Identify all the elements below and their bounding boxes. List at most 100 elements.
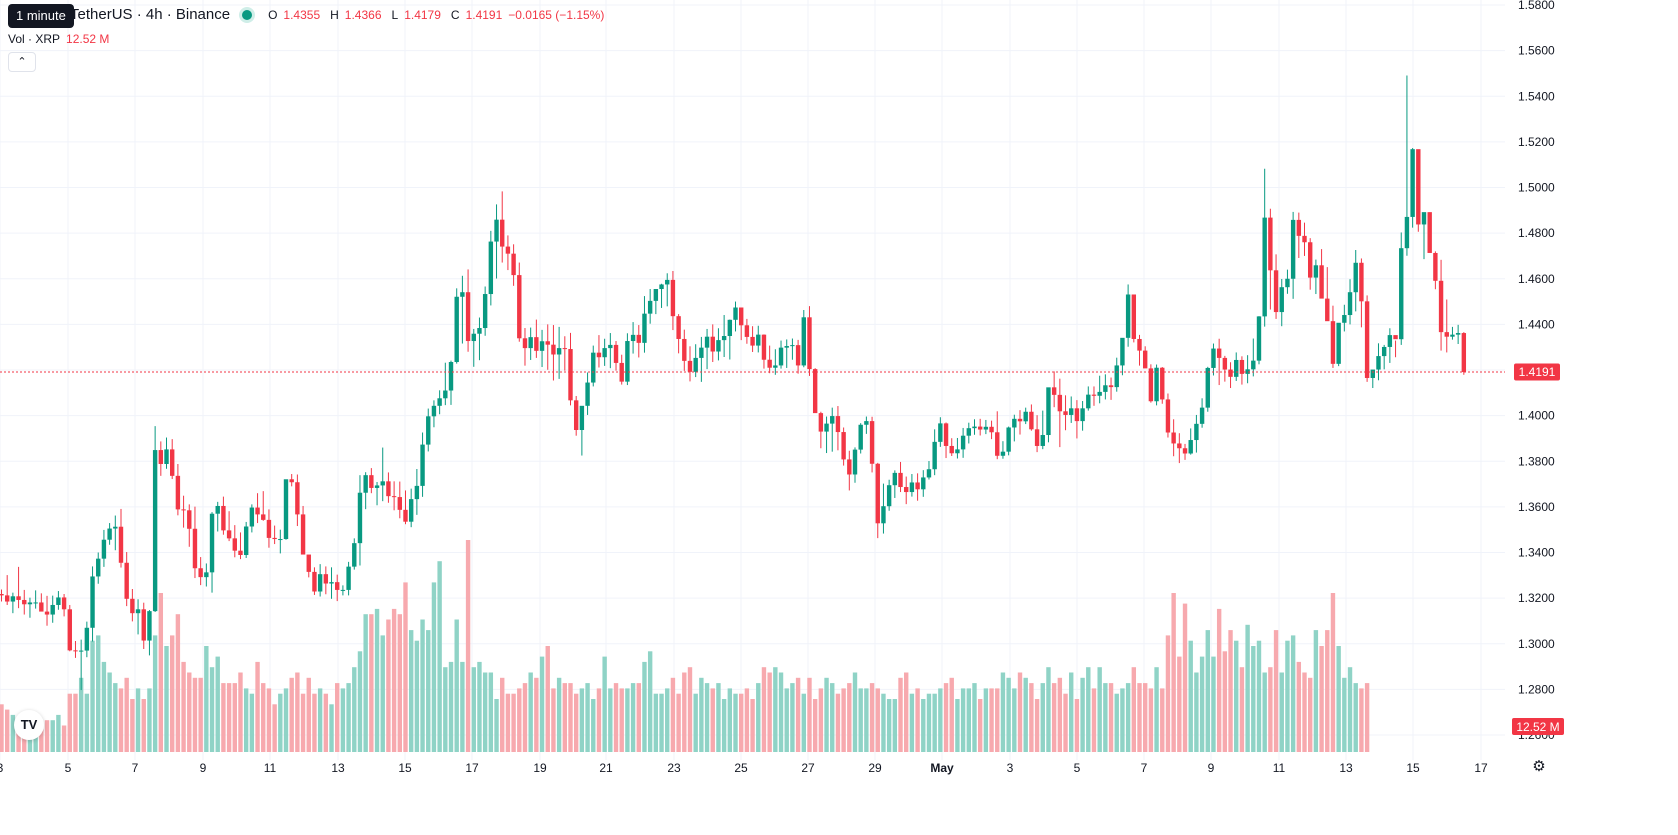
- volume-bar: [921, 699, 926, 752]
- candle-body: [0, 594, 4, 596]
- candle-body: [1438, 280, 1444, 333]
- candle-body: [1080, 408, 1085, 422]
- candle-body: [511, 253, 516, 276]
- time-tick: 11: [264, 761, 277, 775]
- volume-bar: [226, 683, 232, 752]
- candle-body: [1330, 321, 1336, 364]
- candle-body: [306, 554, 311, 572]
- candle-body: [215, 505, 220, 514]
- candle-body: [1103, 385, 1108, 392]
- volume-bar: [807, 677, 812, 752]
- volume-bar: [756, 683, 761, 752]
- candle-body: [1120, 337, 1125, 366]
- volume-bar: [346, 683, 351, 752]
- candle-body: [317, 574, 323, 592]
- volume-bar: [1199, 656, 1205, 752]
- volume-bar: [767, 672, 772, 752]
- candle-body: [875, 463, 880, 524]
- time-tick: 29: [868, 761, 882, 775]
- candle-body: [465, 292, 471, 342]
- symbol-title[interactable]: TetherUS · 4h · Binance: [70, 6, 231, 23]
- volume-bar: [170, 635, 175, 752]
- volume-bar: [1017, 672, 1023, 752]
- candle-body: [739, 307, 744, 326]
- candle-body: [1046, 387, 1051, 436]
- volume-bar: [551, 688, 556, 752]
- candle-body: [232, 538, 237, 551]
- volume-bar: [1160, 688, 1165, 752]
- volume-bar: [96, 635, 101, 752]
- volume-bar: [1353, 683, 1358, 752]
- tradingview-logo[interactable]: TV: [14, 710, 44, 740]
- volume-bar: [164, 646, 169, 752]
- candle-body: [1336, 322, 1341, 364]
- volume-bar: [1182, 603, 1188, 752]
- volume-bar: [329, 704, 334, 752]
- candle-body: [659, 284, 664, 290]
- volume-bar: [1120, 688, 1125, 752]
- volume-bar: [67, 693, 72, 752]
- volume-bar: [1245, 624, 1250, 752]
- candle-body: [1108, 385, 1114, 388]
- volume-bar: [938, 688, 943, 752]
- volume-bar: [1279, 672, 1284, 752]
- volume-bar: [693, 693, 698, 752]
- time-tick: 11: [1273, 761, 1286, 775]
- candle-body: [761, 334, 767, 360]
- volume-bar: [670, 677, 676, 752]
- volume-bar: [602, 656, 607, 752]
- volume-bar: [522, 683, 528, 752]
- volume-bar: [1040, 683, 1045, 752]
- candle-body: [1160, 367, 1165, 400]
- volume-bar: [511, 693, 516, 752]
- volume-bar: [1347, 667, 1353, 752]
- candle-body: [329, 582, 334, 584]
- volume-bar: [477, 661, 482, 752]
- candle-body: [33, 602, 38, 604]
- candle-body: [243, 526, 249, 556]
- volume-bar: [539, 656, 545, 752]
- time-tick: 23: [667, 761, 681, 775]
- price-axis[interactable]: 1.5800 1.5600 1.5400 1.5200 1.5000 1.4800 1.46…: [1518, 0, 1555, 742]
- volume-bar: [272, 704, 277, 752]
- volume-bar: [181, 661, 186, 752]
- time-tick: 19: [533, 761, 547, 775]
- candle-body: [1000, 451, 1006, 456]
- volume-legend[interactable]: Vol · XRP 12.52 M: [8, 31, 109, 47]
- volume-bar: [517, 688, 522, 752]
- candle-body: [1433, 252, 1438, 281]
- candle-body: [938, 423, 943, 442]
- volume-bar: [221, 683, 226, 752]
- volume-bar: [204, 646, 209, 752]
- time-axis[interactable]: 3 5 7 9 11 13 15 17 19 21 23 25 27 29 May 3 5 7 9 11 13 15 17: [0, 761, 1488, 775]
- volume-bar: [995, 688, 1000, 752]
- collapse-legend-button[interactable]: ⌃: [8, 52, 36, 72]
- price-tick: 1.5200: [1518, 135, 1555, 149]
- candle-body: [1268, 217, 1273, 271]
- candle-body: [904, 487, 909, 493]
- volume-bar: [135, 688, 141, 752]
- settings-gear-icon[interactable]: ⚙: [1532, 758, 1546, 775]
- candle-body: [1302, 235, 1307, 243]
- volume-bar: [124, 677, 129, 752]
- price-tick: 1.3200: [1518, 591, 1555, 605]
- market-status-icon[interactable]: [242, 10, 253, 20]
- volume-bar: [1057, 677, 1063, 752]
- candle-body: [835, 416, 841, 433]
- candle-body: [579, 405, 585, 430]
- candle-body: [1034, 429, 1040, 446]
- candle-body: [983, 426, 989, 430]
- candle-body: [721, 336, 727, 341]
- volume-bar: [1097, 667, 1102, 752]
- volume-bar: [898, 677, 903, 752]
- volume-bar: [283, 688, 289, 752]
- candle-body: [812, 369, 818, 414]
- candle-body: [568, 349, 573, 401]
- candle-body: [522, 338, 528, 349]
- volume-bar: [727, 688, 733, 752]
- candle-body: [1285, 278, 1290, 288]
- volume-bar: [335, 683, 340, 752]
- volume-bar: [118, 688, 124, 752]
- candle-body: [886, 485, 892, 507]
